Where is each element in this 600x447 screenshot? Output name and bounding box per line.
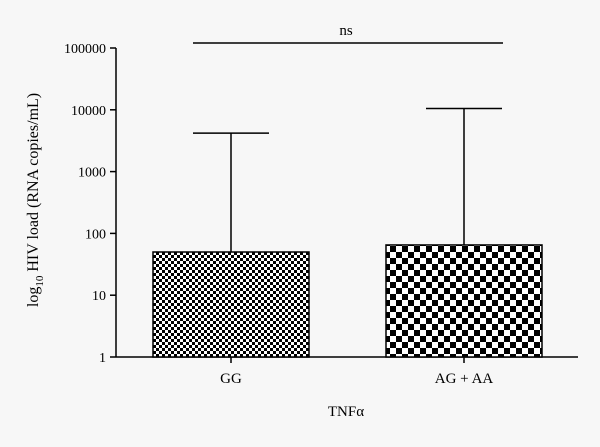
- y-axis-label: log10 HIV load (RNA copies/mL): [25, 93, 46, 307]
- x-axis-label: TNFα: [328, 404, 364, 420]
- y-tick-label: 1000: [78, 166, 106, 181]
- y-tick-label: 1: [99, 351, 106, 366]
- x-tick-label: AG + AA: [435, 371, 494, 387]
- y-tick-label: 10000: [71, 104, 106, 119]
- y-tick-label: 100000: [64, 42, 106, 57]
- y-axis-label-subscript: 10: [34, 275, 46, 287]
- y-tick-label: 100: [85, 227, 106, 242]
- error-bars: [193, 107, 502, 253]
- y-tick-label: 10: [92, 289, 106, 304]
- bar-ag-aa: [385, 244, 543, 358]
- axis-labels: 1 10 100 1000 10000 100000 GG AG + AA: [64, 42, 493, 387]
- bar-gg: [152, 251, 310, 358]
- significance-annotation: ns: [339, 23, 353, 39]
- y-axis-label-rest: HIV load (RNA copies/mL): [25, 93, 42, 276]
- bars: [152, 244, 543, 358]
- y-axis-label-prefix: log: [25, 287, 42, 307]
- x-tick-label: GG: [220, 371, 242, 387]
